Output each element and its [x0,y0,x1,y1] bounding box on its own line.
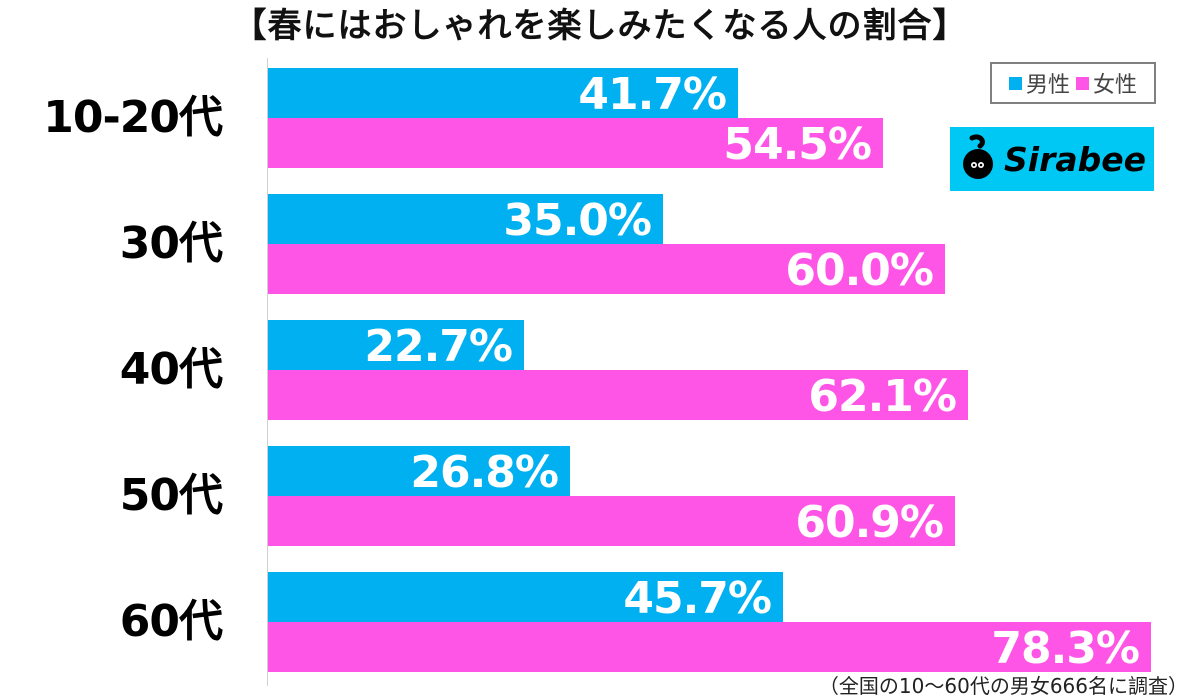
female-bar: 62.1% [268,370,968,422]
male-value-label: 45.7% [623,573,772,624]
category-axis-line [267,58,268,686]
female-value-label: 60.0% [785,245,934,296]
category-label: 30代 [119,218,223,269]
female-swatch-icon [1076,76,1089,90]
female-value-label: 62.1% [808,371,957,422]
female-bar: 60.0% [268,244,945,296]
male-bar: 45.7% [268,572,783,624]
male-value-label: 22.7% [364,321,513,372]
survey-footnote: （全国の10〜60代の男女666名に調査） [818,674,1188,698]
male-bar: 41.7% [268,68,738,120]
category-label: 50代 [119,470,223,521]
legend-female-label: 女性 [1093,73,1138,98]
male-value-label: 26.8% [410,447,559,498]
legend: 男性 女性 [990,62,1156,104]
sirabee-wordmark: Sirabee [1003,139,1146,179]
sirabee-mascot-icon [958,134,998,184]
female-bar: 54.5% [268,118,883,170]
female-value-label: 54.5% [723,119,872,170]
female-value-label: 60.9% [795,497,944,548]
male-swatch-icon [1008,76,1022,90]
chart-title: 【春にはおしゃれを楽しみたくなる人の割合】 [232,6,968,46]
category-label: 10-20代 [43,92,223,143]
male-bar: 26.8% [268,446,570,498]
category-label: 60代 [119,596,223,647]
male-value-label: 41.7% [578,69,727,120]
female-bar: 78.3% [268,622,1151,674]
sirabee-logo: Sirabee [950,127,1154,191]
legend-item-female: 女性 [1076,67,1137,99]
male-bar: 22.7% [268,320,524,372]
male-bar: 35.0% [268,194,663,246]
legend-male-label: 男性 [1025,73,1070,98]
male-value-label: 35.0% [503,195,652,246]
female-bar: 60.9% [268,496,955,548]
legend-item-male: 男性 [1008,67,1070,99]
category-label: 40代 [119,344,223,395]
female-value-label: 78.3% [991,623,1140,674]
